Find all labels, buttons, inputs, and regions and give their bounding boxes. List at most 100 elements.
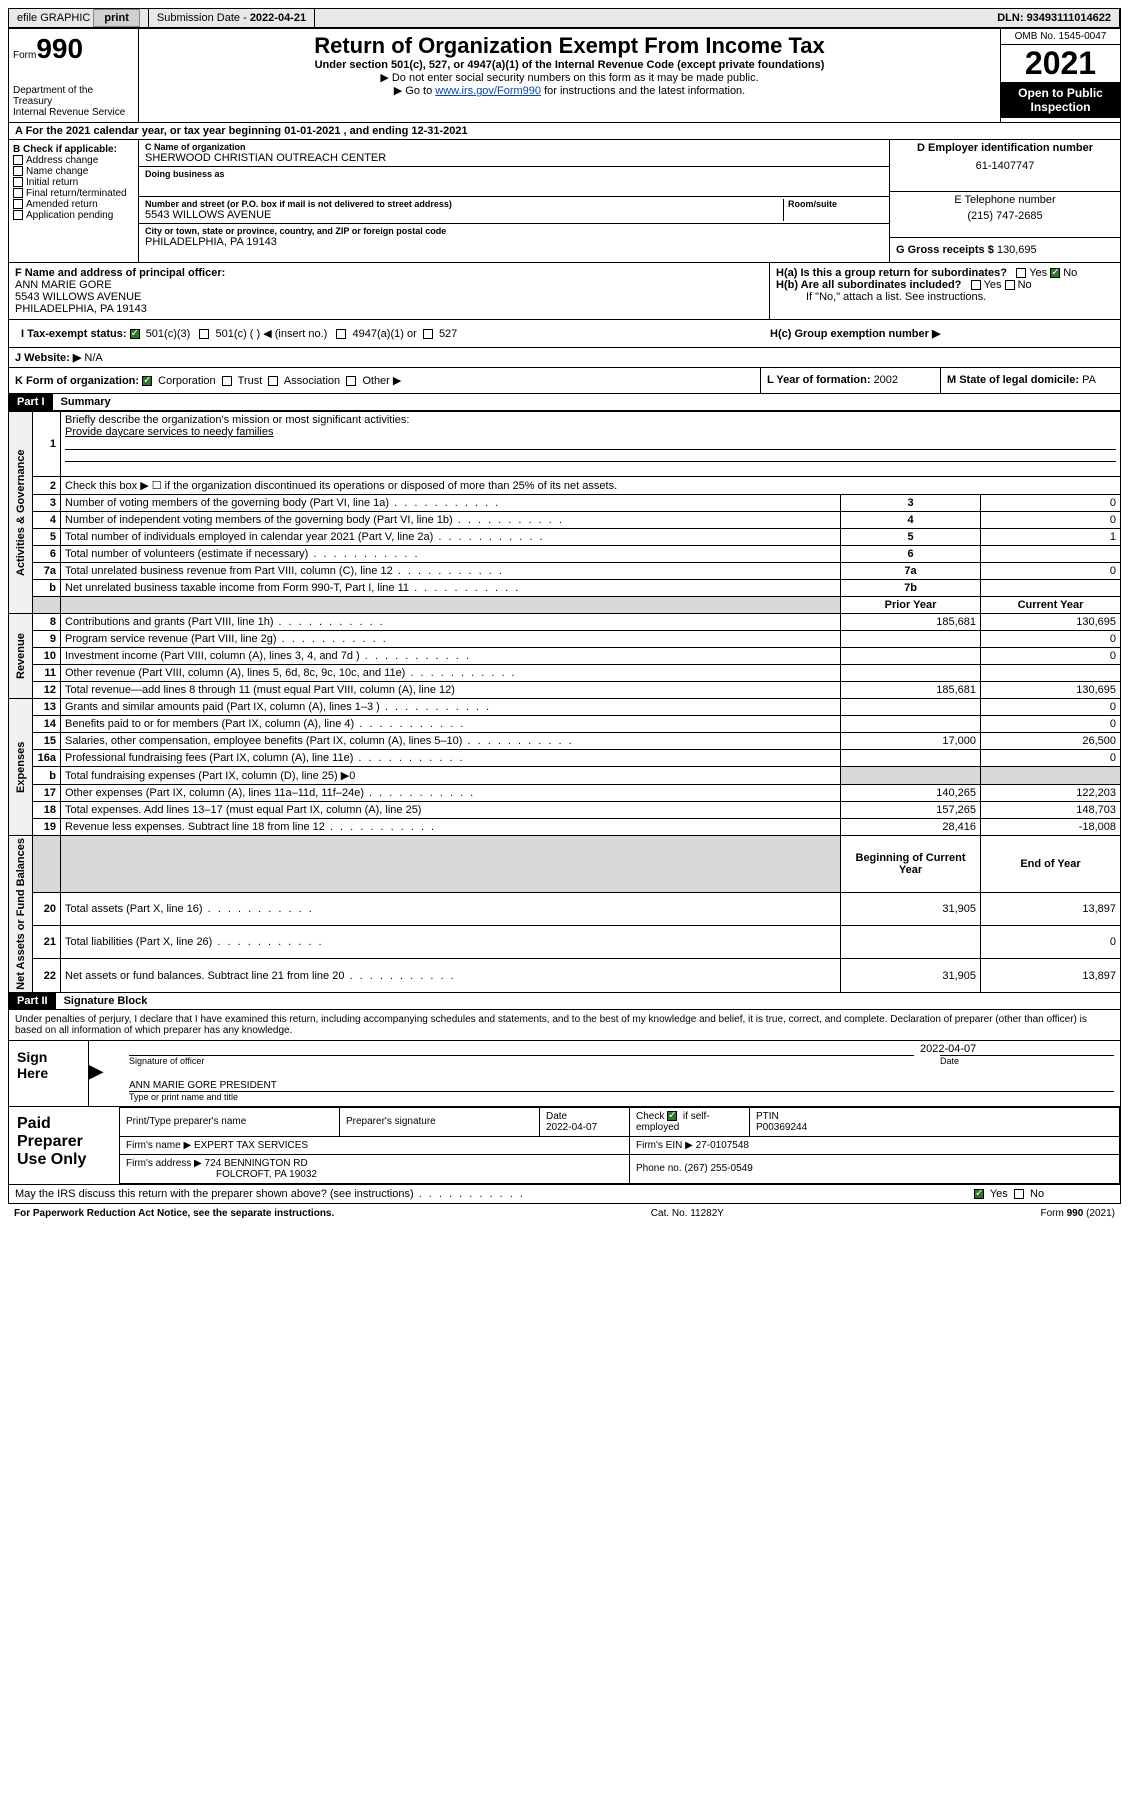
checkbox-hb-yes[interactable] bbox=[971, 280, 981, 290]
org-name: SHERWOOD CHRISTIAN OUTREACH CENTER bbox=[145, 152, 883, 164]
checkbox-discuss-yes[interactable] bbox=[974, 1189, 984, 1199]
checkbox-initial-return[interactable] bbox=[13, 177, 23, 187]
checkbox-ha-yes[interactable] bbox=[1016, 268, 1026, 278]
hb-note: If "No," attach a list. See instructions… bbox=[776, 291, 1114, 303]
group-return-hb: H(b) Are all subordinates included? Yes … bbox=[776, 279, 1114, 291]
group-return-ha: H(a) Is this a group return for subordin… bbox=[776, 267, 1114, 279]
sig-date-value: 2022-04-07 bbox=[920, 1043, 1120, 1055]
checkbox-name-change[interactable] bbox=[13, 166, 23, 176]
gross-receipts-label: G Gross receipts $ bbox=[896, 244, 997, 256]
form-header: Form990 Department of the Treasury Inter… bbox=[8, 28, 1121, 123]
section-governance: Activities & Governance bbox=[9, 412, 33, 614]
summary-table: Activities & Governance 1 Briefly descri… bbox=[8, 411, 1121, 993]
city-label: City or town, state or province, country… bbox=[145, 226, 883, 236]
prep-name-header: Print/Type preparer's name bbox=[120, 1107, 340, 1136]
form-label: Form bbox=[13, 50, 36, 61]
perjury-declaration: Under penalties of perjury, I declare th… bbox=[9, 1010, 1120, 1040]
catalog-number: Cat. No. 11282Y bbox=[651, 1208, 724, 1219]
q1-answer: Provide daycare services to needy famili… bbox=[65, 426, 1116, 438]
ptin-value: P00369244 bbox=[756, 1122, 1113, 1133]
part-1-header: Part I bbox=[9, 394, 53, 410]
tax-year: 2021 bbox=[1001, 45, 1120, 82]
tax-exempt-status: I Tax-exempt status: 501(c)(3) 501(c) ( … bbox=[15, 323, 764, 344]
print-button[interactable]: print bbox=[93, 9, 139, 27]
column-b-checkboxes: B Check if applicable: Address change Na… bbox=[9, 140, 139, 262]
omb-number: OMB No. 1545-0047 bbox=[1001, 29, 1120, 45]
room-label: Room/suite bbox=[788, 199, 883, 209]
paid-preparer-label: Paid Preparer Use Only bbox=[9, 1107, 119, 1184]
sign-here-label: Sign Here bbox=[9, 1041, 89, 1106]
checkbox-address-change[interactable] bbox=[13, 155, 23, 165]
checkbox-discuss-no[interactable] bbox=[1014, 1189, 1024, 1199]
checkbox-4947[interactable] bbox=[336, 329, 346, 339]
checkbox-self-employed[interactable] bbox=[667, 1111, 677, 1121]
part-2-header: Part II bbox=[9, 993, 56, 1009]
paperwork-notice: For Paperwork Reduction Act Notice, see … bbox=[14, 1208, 334, 1219]
firm-name: EXPERT TAX SERVICES bbox=[194, 1140, 308, 1151]
checkbox-trust[interactable] bbox=[222, 376, 232, 386]
begin-year-header: Beginning of Current Year bbox=[841, 836, 981, 893]
sign-arrow-icon: ▶ bbox=[89, 1041, 109, 1106]
group-exemption-hc: H(c) Group exemption number ▶ bbox=[764, 323, 1114, 344]
officer-name-title: ANN MARIE GORE PRESIDENT bbox=[129, 1080, 1114, 1091]
submission-date: Submission Date - 2022-04-21 bbox=[149, 9, 315, 27]
may-discuss-label: May the IRS discuss this return with the… bbox=[15, 1188, 974, 1200]
gross-receipts-value: 130,695 bbox=[997, 244, 1037, 256]
firm-address: 724 BENNINGTON RD bbox=[205, 1158, 308, 1169]
dln: DLN: 93493111014622 bbox=[989, 9, 1120, 27]
form990-link[interactable]: www.irs.gov/Form990 bbox=[435, 85, 541, 97]
subtitle-2: ▶ Do not enter social security numbers o… bbox=[147, 71, 992, 84]
form-number: 990 bbox=[36, 33, 83, 64]
end-year-header: End of Year bbox=[981, 836, 1121, 893]
city-state-zip: PHILADELPHIA, PA 19143 bbox=[145, 236, 883, 248]
prior-year-header: Prior Year bbox=[841, 597, 981, 614]
address-label: Number and street (or P.O. box if mail i… bbox=[145, 199, 783, 209]
dept-treasury: Department of the Treasury bbox=[13, 85, 134, 107]
efile-label: efile GRAPHIC print bbox=[9, 9, 149, 27]
form-footer: Form 990 (2021) bbox=[1041, 1208, 1115, 1219]
section-expenses: Expenses bbox=[9, 699, 33, 836]
row-a-period: A For the 2021 calendar year, or tax yea… bbox=[8, 123, 1121, 140]
type-name-label: Type or print name and title bbox=[129, 1091, 1114, 1102]
prep-sig-header: Preparer's signature bbox=[340, 1107, 540, 1136]
part-2-title: Signature Block bbox=[56, 993, 156, 1009]
prep-date: 2022-04-07 bbox=[546, 1122, 623, 1133]
top-bar: efile GRAPHIC print Submission Date - 20… bbox=[8, 8, 1121, 28]
checkbox-501c3[interactable] bbox=[130, 329, 140, 339]
officer-signature-line: Signature of officer bbox=[129, 1055, 914, 1066]
form-title: Return of Organization Exempt From Incom… bbox=[147, 33, 992, 59]
telephone-label: E Telephone number bbox=[896, 194, 1114, 206]
subtitle-1: Under section 501(c), 527, or 4947(a)(1)… bbox=[147, 59, 992, 71]
firm-ein: 27-0107548 bbox=[696, 1140, 749, 1151]
q1-label: Briefly describe the organization's miss… bbox=[65, 414, 1116, 426]
dba-label: Doing business as bbox=[145, 169, 883, 179]
date-label: Date bbox=[940, 1055, 1114, 1066]
org-name-label: C Name of organization bbox=[145, 142, 883, 152]
checkbox-amended[interactable] bbox=[13, 199, 23, 209]
state-domicile: M State of legal domicile: PA bbox=[940, 368, 1120, 393]
checkbox-association[interactable] bbox=[268, 376, 278, 386]
checkbox-ha-no[interactable] bbox=[1050, 268, 1060, 278]
ein-label: D Employer identification number bbox=[896, 142, 1114, 154]
current-year-header: Current Year bbox=[981, 597, 1121, 614]
q2-text: Check this box ▶ ☐ if the organization d… bbox=[61, 477, 1121, 495]
checkbox-final-return[interactable] bbox=[13, 188, 23, 198]
section-net-assets: Net Assets or Fund Balances bbox=[9, 836, 33, 993]
principal-officer: F Name and address of principal officer:… bbox=[9, 263, 770, 319]
irs-label: Internal Revenue Service bbox=[13, 107, 134, 118]
checkbox-corporation[interactable] bbox=[142, 376, 152, 386]
section-revenue: Revenue bbox=[9, 614, 33, 699]
street-address: 5543 WILLOWS AVENUE bbox=[145, 209, 783, 221]
checkbox-application-pending[interactable] bbox=[13, 210, 23, 220]
checkbox-hb-no[interactable] bbox=[1005, 280, 1015, 290]
checkbox-other[interactable] bbox=[346, 376, 356, 386]
form-of-organization: K Form of organization: Corporation Trus… bbox=[9, 368, 760, 393]
checkbox-527[interactable] bbox=[423, 329, 433, 339]
telephone-value: (215) 747-2685 bbox=[896, 210, 1114, 222]
subtitle-3: ▶ Go to www.irs.gov/Form990 for instruct… bbox=[147, 84, 992, 97]
checkbox-501c[interactable] bbox=[199, 329, 209, 339]
part-1-title: Summary bbox=[53, 394, 119, 410]
open-public-badge: Open to Public Inspection bbox=[1001, 82, 1120, 118]
year-formation: L Year of formation: 2002 bbox=[760, 368, 940, 393]
website-row: J Website: ▶ N/A bbox=[9, 347, 1120, 367]
